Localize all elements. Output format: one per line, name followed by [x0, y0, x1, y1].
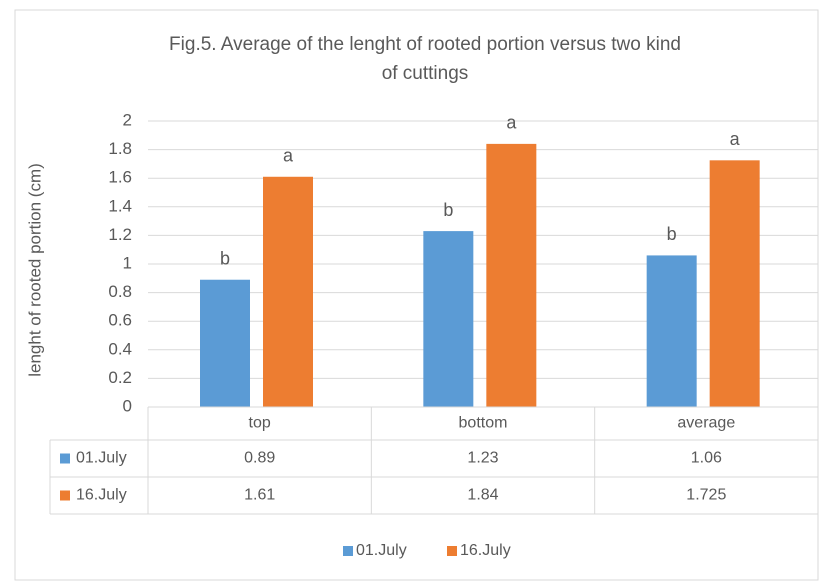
- y-tick-label: 1.2: [108, 225, 132, 244]
- bar-annotation: a: [730, 129, 741, 149]
- y-tick-label: 0.6: [108, 311, 132, 330]
- table-cell: 1.725: [686, 487, 726, 504]
- x-tick-label: top: [249, 415, 271, 432]
- table-legend-key: [60, 453, 70, 464]
- y-tick-label: 0.8: [108, 282, 132, 301]
- y-tick-label: 1.4: [108, 196, 132, 215]
- bar-annotation: a: [283, 146, 294, 166]
- y-tick-label: 1.6: [108, 168, 132, 187]
- x-tick-label: average: [677, 415, 735, 432]
- bar-annotation: a: [506, 113, 517, 133]
- chart-title: of cuttings: [382, 63, 469, 84]
- bar: [646, 255, 697, 407]
- bar: [486, 143, 537, 407]
- y-tick-label: 0.4: [108, 339, 132, 358]
- y-tick-label: 0.2: [108, 368, 132, 387]
- table-cell: 1.06: [691, 450, 722, 467]
- chart-title: Fig.5. Average of the lenght of rooted p…: [169, 34, 681, 55]
- table-legend-key: [60, 490, 70, 501]
- table-cell: 0.89: [244, 450, 275, 467]
- y-tick-label: 2: [123, 110, 132, 129]
- table-cell: 1.23: [467, 450, 498, 467]
- legend-key: [343, 546, 353, 556]
- table-row-label: 16.July: [76, 487, 127, 504]
- legend-label: 01.July: [356, 542, 407, 559]
- bar: [200, 279, 250, 407]
- legend-key: [447, 546, 457, 556]
- y-tick-label: 1.8: [108, 139, 132, 158]
- bar: [709, 160, 760, 407]
- legend-label: 16.July: [460, 542, 511, 559]
- bar: [263, 176, 313, 407]
- table-row-label: 01.July: [76, 450, 127, 467]
- x-tick-label: bottom: [459, 415, 508, 432]
- bar-annotation: b: [667, 224, 677, 244]
- bar-annotation: b: [220, 248, 230, 268]
- table-cell: 1.61: [244, 487, 275, 504]
- bar: [423, 231, 474, 407]
- bar-annotation: b: [443, 200, 453, 220]
- y-tick-label: 1: [123, 253, 132, 272]
- y-tick-label: 0: [123, 396, 132, 415]
- table-cell: 1.84: [467, 487, 498, 504]
- y-axis-label: lenght of rooted portion (cm): [25, 163, 44, 377]
